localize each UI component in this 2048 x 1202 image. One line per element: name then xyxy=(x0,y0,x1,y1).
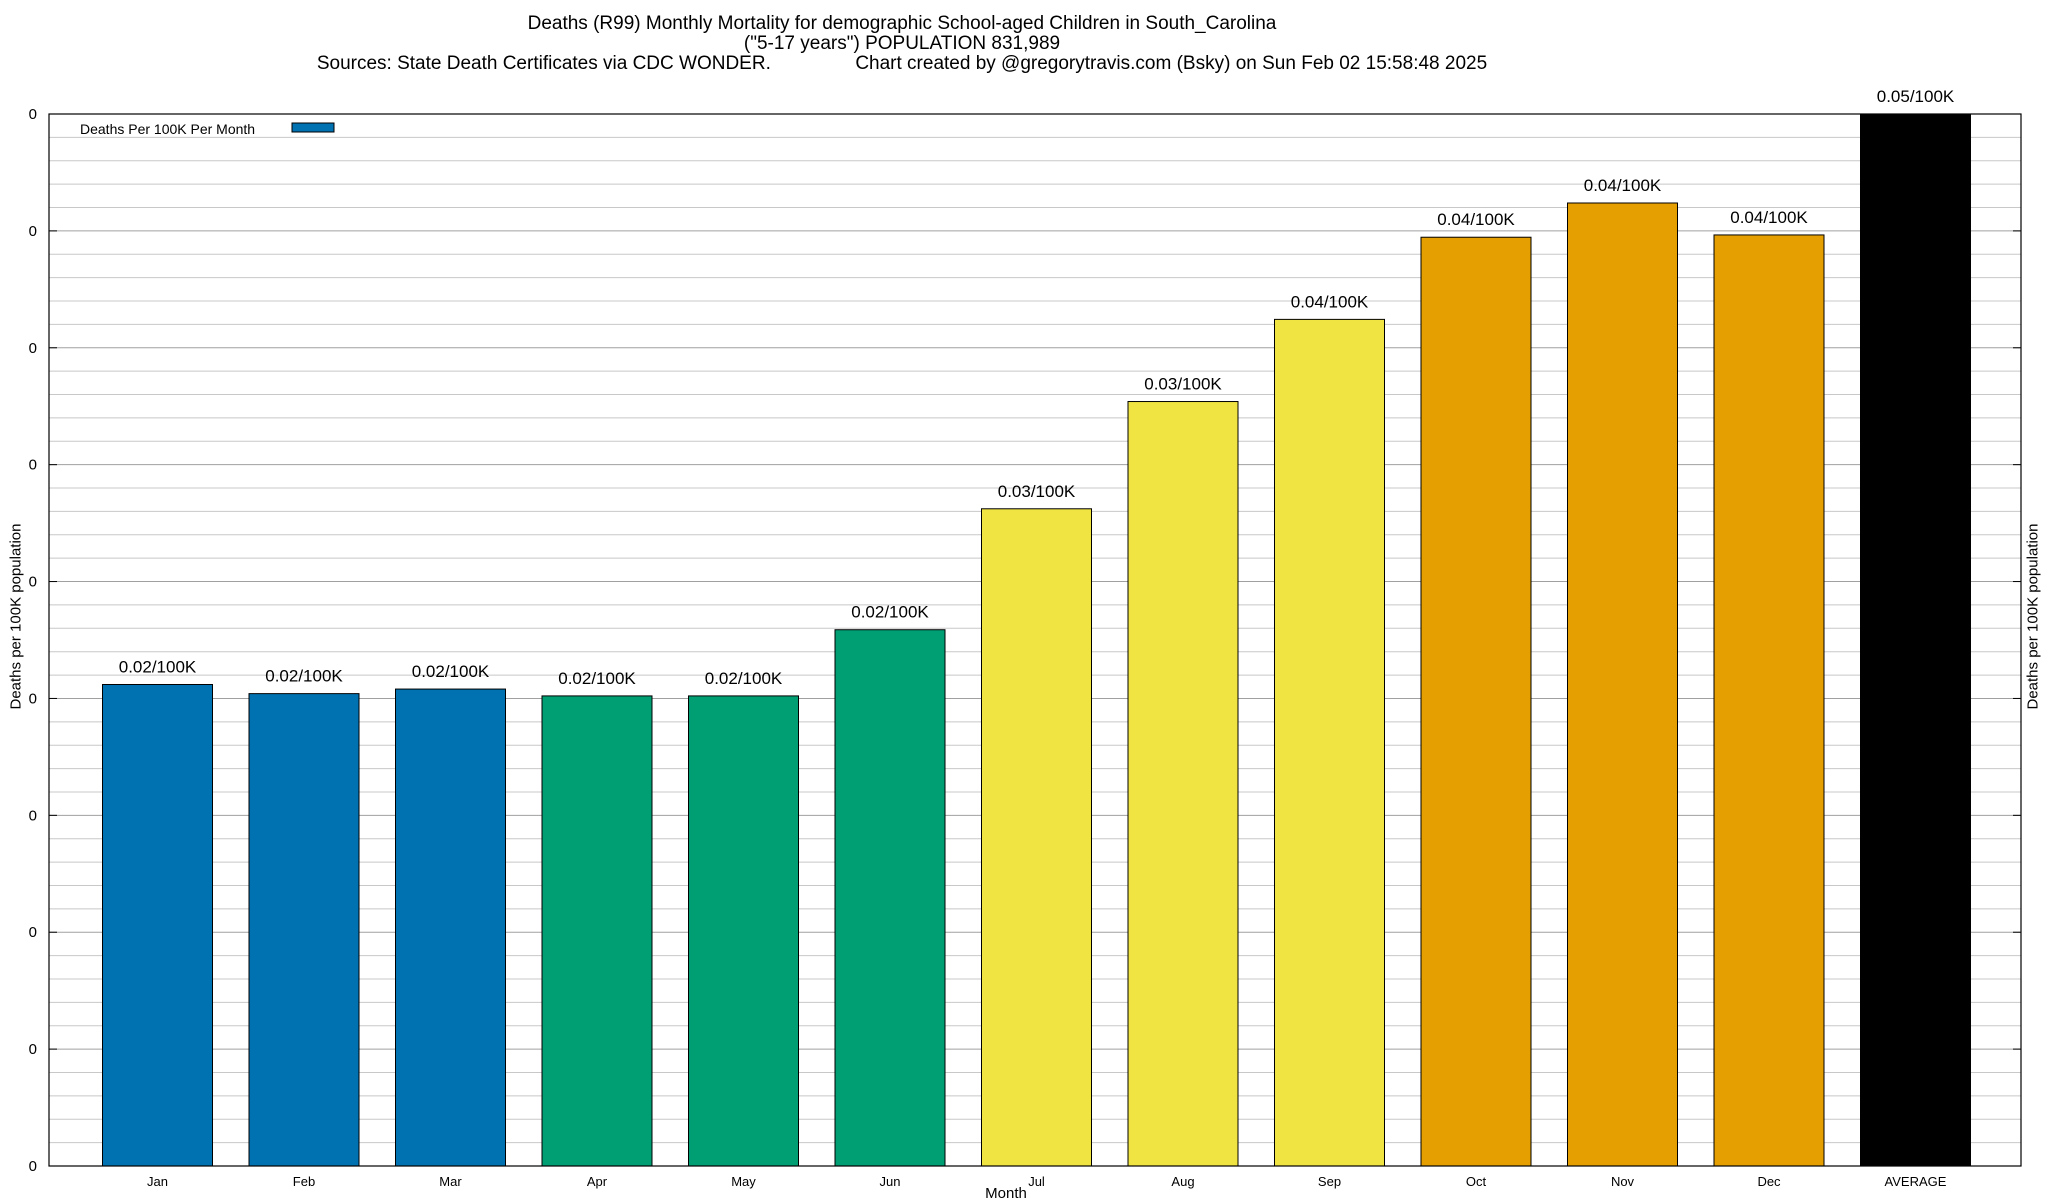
y-tick-label: 0 xyxy=(29,1041,37,1058)
bar-oct xyxy=(1420,236,1532,1167)
x-tick-label: Nov xyxy=(1611,1174,1635,1189)
bars: 0.02/100K 0.02/100K 0.02/100K 0.02/100K 0.02… xyxy=(102,87,1971,1167)
x-tick-label: Oct xyxy=(1466,1174,1487,1189)
bar-apr xyxy=(541,695,653,1167)
bar-aug xyxy=(1127,401,1239,1167)
axes: 0 0 0 0 0 0 0 0 0 0 Jan Feb Mar Apr May Jun Jul Aug Sep Oct… xyxy=(29,106,2022,1189)
x-tick-label: Apr xyxy=(587,1174,608,1189)
data-label: 0.02/100K xyxy=(558,669,636,688)
x-tick-label: Mar xyxy=(439,1174,462,1189)
y-tick-label: 0 xyxy=(29,106,37,123)
bar-feb xyxy=(248,693,360,1167)
y-tick-label: 0 xyxy=(29,690,37,707)
x-tick-label: Jul xyxy=(1028,1174,1045,1189)
x-tick-label: Jun xyxy=(880,1174,901,1189)
bar-dec xyxy=(1713,234,1825,1167)
chart-subtitle: ("5-17 years") POPULATION 831,989 xyxy=(743,33,1061,54)
bar-jan xyxy=(102,683,213,1167)
data-label: 0.02/100K xyxy=(412,662,490,681)
x-axis-label: Month xyxy=(985,1185,1027,1202)
data-label: 0.02/100K xyxy=(119,657,197,676)
chart-title: Deaths (R99) Monthly Mortality for demog… xyxy=(527,13,1277,34)
y-tick-label: 0 xyxy=(29,457,37,474)
data-label: 0.04/100K xyxy=(1437,210,1515,229)
y-tick-label: 0 xyxy=(29,924,37,941)
plot-frame xyxy=(48,113,2022,1167)
x-tick-label: AVERAGE xyxy=(1885,1174,1947,1189)
chart-sources: Sources: State Death Certificates via CD… xyxy=(316,53,1488,74)
x-tick-label: Dec xyxy=(1757,1174,1781,1189)
data-label: 0.04/100K xyxy=(1730,208,1808,227)
y-tick-label: 0 xyxy=(29,340,37,357)
x-tick-label: Feb xyxy=(293,1174,315,1189)
bar-jun xyxy=(834,629,946,1167)
bar-may xyxy=(688,695,799,1167)
data-label: 0.02/100K xyxy=(705,669,783,688)
data-label: 0.03/100K xyxy=(998,482,1076,501)
data-label: 0.02/100K xyxy=(851,603,929,622)
bar-average xyxy=(1860,113,1971,1167)
bar-sep xyxy=(1274,318,1385,1167)
data-label: 0.02/100K xyxy=(265,667,343,686)
y-tick-label: 0 xyxy=(29,223,37,240)
x-tick-label: Jan xyxy=(147,1174,168,1189)
legend: Deaths Per 100K Per Month xyxy=(80,121,335,137)
x-tick-label: Aug xyxy=(1171,1174,1194,1189)
bar-nov xyxy=(1567,202,1678,1167)
y-tick-label: 0 xyxy=(29,1158,37,1175)
y-tick-label: 0 xyxy=(29,807,37,824)
data-label: 0.04/100K xyxy=(1291,292,1369,311)
legend-swatch xyxy=(291,122,335,133)
x-tick-label: Sep xyxy=(1318,1174,1341,1189)
y-tick-label: 0 xyxy=(29,574,37,591)
data-label: 0.04/100K xyxy=(1584,176,1662,195)
bar-mar xyxy=(395,688,506,1167)
bar-jul xyxy=(981,508,1092,1167)
legend-label: Deaths Per 100K Per Month xyxy=(80,121,255,137)
data-label: 0.05/100K xyxy=(1877,87,1955,106)
data-label: 0.03/100K xyxy=(1144,375,1222,394)
x-tick-label: May xyxy=(731,1174,756,1189)
